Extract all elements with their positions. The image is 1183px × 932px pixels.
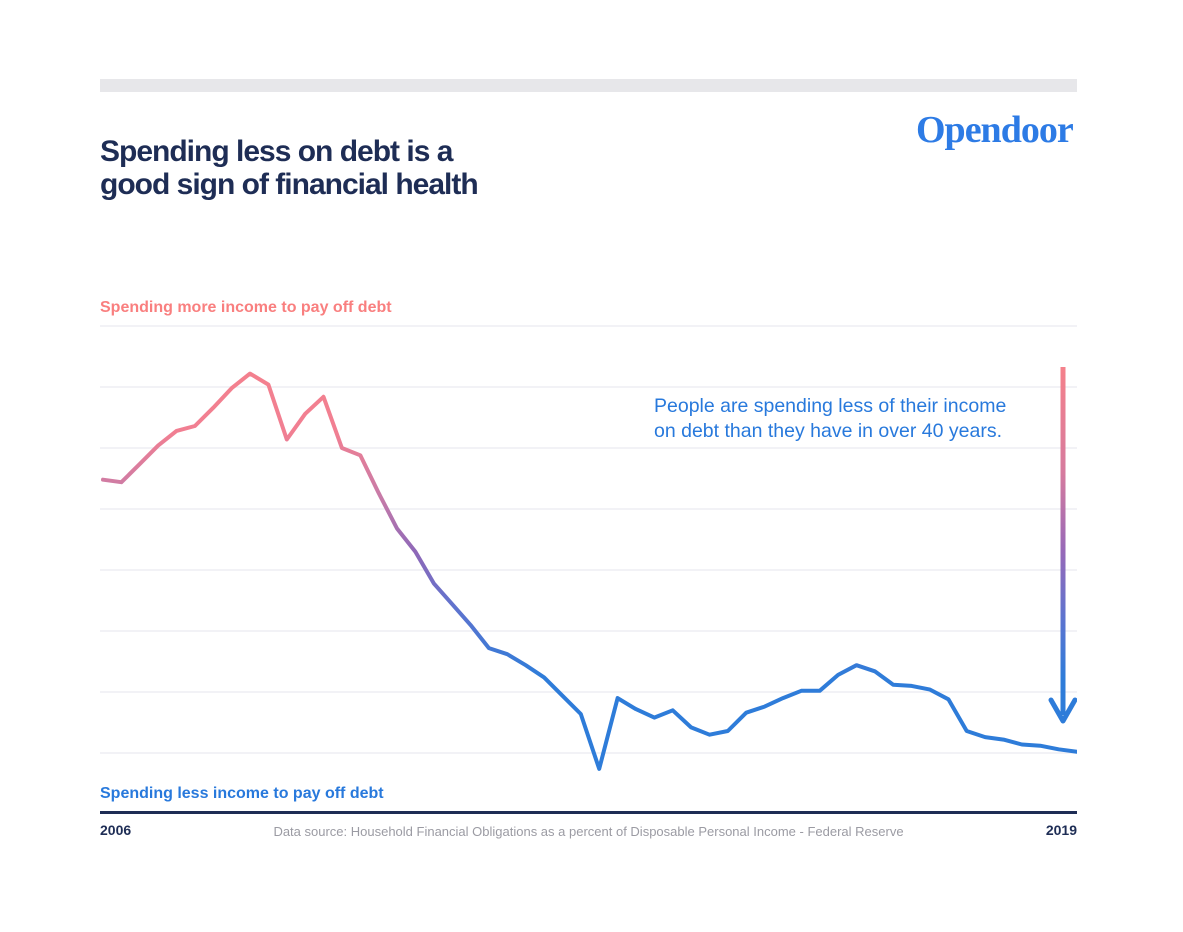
chart-top-label: Spending more income to pay off debt — [100, 299, 392, 316]
chart-gridlines — [100, 325, 1077, 754]
opendoor-logo: Opendoor — [916, 109, 1074, 151]
down-arrow-icon — [1048, 367, 1077, 724]
chart-annotation: People are spending less of their income… — [654, 395, 1007, 442]
chart-bottom-label: Spending less income to pay off debt — [100, 785, 384, 802]
x-axis-line — [100, 811, 1077, 814]
header-accent-bar — [100, 79, 1077, 92]
x-axis-start-year: 2006 — [100, 822, 132, 838]
x-axis-end-year: 2019 — [1045, 822, 1077, 838]
data-source-note: Data source: Household Financial Obligat… — [273, 824, 904, 839]
page-title: Spending less on debt is a good sign of … — [100, 135, 479, 202]
debt-ratio-line — [101, 371, 1077, 771]
debt-line-chart — [100, 325, 1077, 771]
